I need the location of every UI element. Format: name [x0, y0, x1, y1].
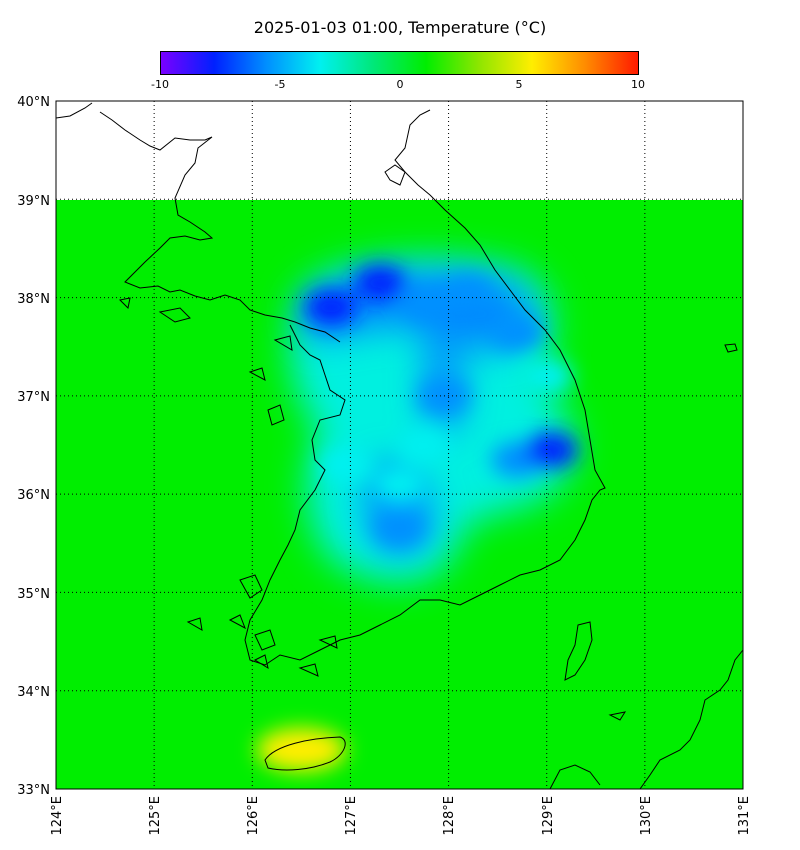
cold-spot: [525, 431, 578, 468]
warm-spot: [168, 596, 219, 647]
no-data-area: [56, 101, 743, 200]
lat-label: 37°N: [17, 390, 50, 405]
lat-label: 38°N: [17, 292, 50, 307]
latitude-labels: 40°N 39°N 38°N 37°N 36°N 35°N 34°N 33°N: [17, 95, 50, 798]
map-gridlines: [56, 101, 743, 789]
cold-spot: [373, 466, 426, 503]
cold-spot: [442, 274, 495, 311]
cold-spot: [417, 377, 470, 414]
lon-label: 126°E: [246, 796, 261, 836]
colorbar-tick-label: 5: [515, 78, 523, 91]
lon-label: 129°E: [541, 796, 556, 836]
cold-spot: [398, 427, 451, 463]
cold-spot: [402, 284, 455, 321]
lat-label: 36°N: [17, 488, 50, 503]
coastline: [55, 102, 744, 790]
map-title: 2025-01-03 01:00, Temperature (°C): [253, 18, 547, 37]
warm-spot: [256, 727, 347, 772]
map-frame: [55, 100, 744, 790]
lon-label: 130°E: [639, 796, 654, 836]
colorbar-tick-label: 10: [631, 78, 645, 91]
lat-label: 39°N: [17, 194, 50, 209]
lat-label: 40°N: [17, 95, 50, 110]
cold-spot: [353, 264, 406, 301]
cold-spot: [373, 510, 426, 547]
longitude-labels: 124°E 125°E 126°E 127°E 128°E 129°E 130°…: [50, 796, 752, 836]
lat-label: 33°N: [17, 783, 50, 798]
cold-spot: [319, 446, 372, 483]
warm-spot: [708, 321, 743, 372]
lat-label: 35°N: [17, 587, 50, 602]
cold-spot: [520, 358, 573, 395]
lon-label: 124°E: [50, 796, 65, 836]
colorbar-tick-label: -10: [151, 78, 169, 91]
temperature-spots: [168, 264, 743, 772]
cold-spot: [304, 289, 357, 326]
colorbar-tick-label: 0: [396, 78, 404, 91]
colorbar-tick-label: -5: [274, 78, 286, 91]
lon-label: 128°E: [442, 796, 457, 836]
lon-label: 125°E: [148, 796, 163, 836]
lat-label: 34°N: [17, 685, 50, 700]
lon-label: 127°E: [344, 796, 359, 836]
lon-label: 131°E: [737, 796, 752, 836]
temperature-colorbar: [160, 51, 639, 75]
cold-spot: [491, 313, 544, 350]
